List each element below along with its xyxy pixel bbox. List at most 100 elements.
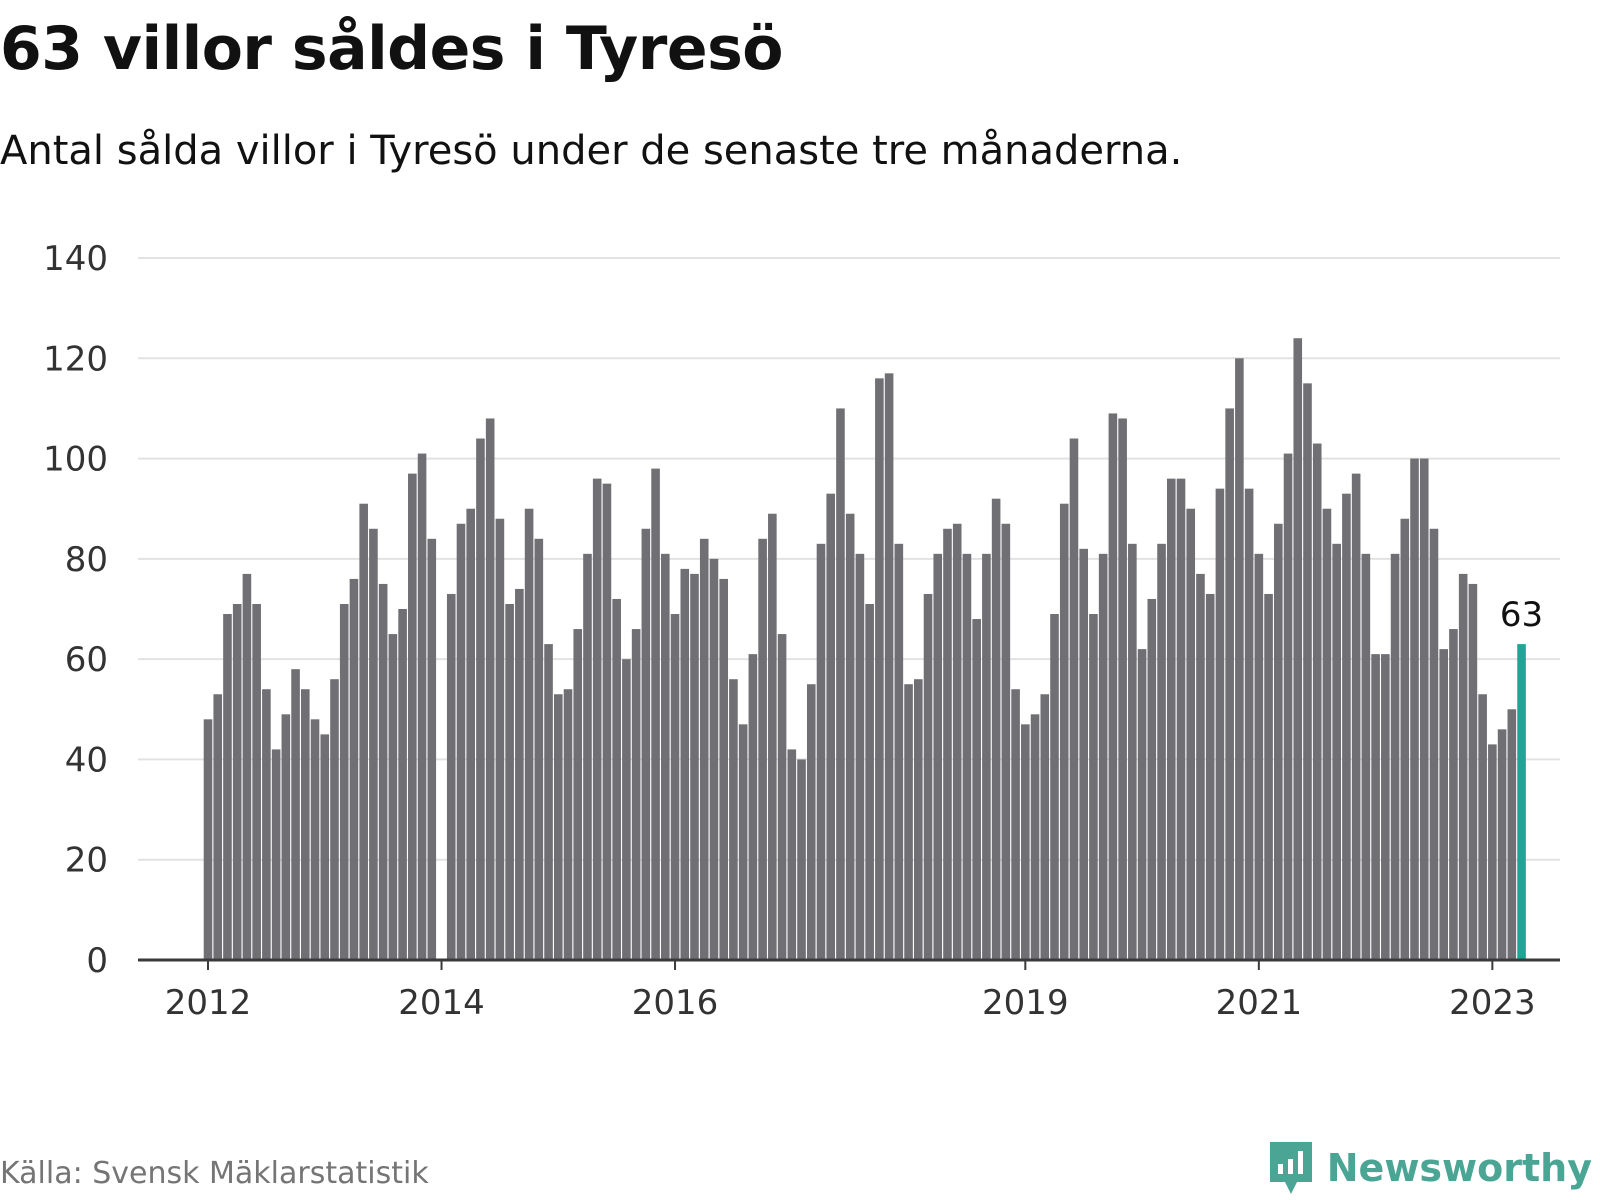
bar[interactable] <box>904 684 913 960</box>
bar[interactable] <box>972 619 981 960</box>
bar[interactable] <box>1128 543 1137 960</box>
bar[interactable] <box>1001 523 1011 960</box>
bar[interactable] <box>933 553 943 960</box>
bar[interactable] <box>1342 493 1351 960</box>
bar[interactable] <box>408 473 417 960</box>
bar[interactable] <box>515 588 524 960</box>
bar[interactable] <box>1439 649 1449 960</box>
bar[interactable] <box>641 528 651 960</box>
bar[interactable] <box>583 553 592 960</box>
bar[interactable] <box>787 749 797 960</box>
bar[interactable] <box>388 634 398 960</box>
bar[interactable] <box>1040 694 1050 960</box>
bar[interactable] <box>1507 709 1517 960</box>
bar[interactable] <box>670 614 680 960</box>
bar[interactable] <box>1030 714 1040 960</box>
bar[interactable] <box>271 749 281 960</box>
bar[interactable] <box>1497 729 1507 960</box>
bar[interactable] <box>544 644 553 960</box>
bar[interactable] <box>1488 744 1497 960</box>
bar[interactable] <box>1419 458 1429 960</box>
bar[interactable] <box>875 378 884 961</box>
bar[interactable] <box>1166 478 1176 960</box>
bar[interactable] <box>1274 523 1283 960</box>
bar[interactable] <box>1089 614 1098 960</box>
bar[interactable] <box>1205 593 1215 960</box>
bar[interactable] <box>952 523 962 960</box>
bar[interactable] <box>1225 408 1234 960</box>
bar[interactable] <box>1293 338 1303 961</box>
bar[interactable] <box>748 654 758 960</box>
bar[interactable] <box>1429 528 1439 960</box>
bar[interactable] <box>1244 488 1254 960</box>
bar[interactable] <box>1254 553 1264 960</box>
bar[interactable] <box>505 603 514 960</box>
bar[interactable] <box>1137 649 1147 960</box>
bar[interactable] <box>232 603 242 960</box>
bar[interactable] <box>1118 418 1127 961</box>
bar[interactable] <box>1069 438 1079 960</box>
bar[interactable] <box>845 513 855 960</box>
bar[interactable] <box>768 513 777 960</box>
bar[interactable] <box>836 408 845 960</box>
bar[interactable] <box>943 528 952 960</box>
bar[interactable] <box>320 734 330 960</box>
bar[interactable] <box>826 493 836 960</box>
bar[interactable] <box>1381 654 1390 960</box>
bar[interactable] <box>1021 724 1030 960</box>
bar[interactable] <box>281 714 291 960</box>
bar[interactable] <box>476 438 485 960</box>
bar[interactable] <box>738 724 748 960</box>
bar[interactable] <box>1186 508 1196 960</box>
brand[interactable]: Newsworthy <box>1267 1140 1592 1196</box>
bar[interactable] <box>797 759 806 960</box>
bar[interactable] <box>816 543 826 960</box>
bar[interactable] <box>1449 629 1458 960</box>
bar[interactable] <box>1098 553 1108 960</box>
bar[interactable] <box>301 689 310 960</box>
bar[interactable] <box>1147 598 1157 960</box>
bar[interactable] <box>758 538 767 960</box>
bar[interactable] <box>553 694 563 960</box>
bar[interactable] <box>1215 488 1225 960</box>
bar[interactable] <box>330 679 339 960</box>
bar[interactable] <box>252 603 261 960</box>
bar[interactable] <box>592 478 602 960</box>
bar[interactable] <box>427 538 437 960</box>
bar[interactable] <box>485 418 495 961</box>
bar[interactable] <box>446 593 456 960</box>
bar[interactable] <box>699 538 709 960</box>
bar[interactable] <box>894 543 904 960</box>
bar[interactable] <box>213 694 223 960</box>
bar[interactable] <box>729 679 738 960</box>
bar[interactable] <box>1059 503 1069 960</box>
bar[interactable] <box>203 719 213 960</box>
bar[interactable] <box>1079 548 1088 960</box>
bar[interactable] <box>1176 478 1186 960</box>
bar[interactable] <box>777 634 787 960</box>
bar[interactable] <box>1011 689 1020 960</box>
bar[interactable] <box>1400 518 1410 960</box>
bar[interactable] <box>1332 543 1341 960</box>
bar[interactable] <box>719 578 728 960</box>
bar[interactable] <box>1458 573 1468 960</box>
bar[interactable] <box>913 679 923 960</box>
bar[interactable] <box>378 583 388 960</box>
bar[interactable] <box>991 498 1001 960</box>
bar[interactable] <box>1157 543 1166 960</box>
bar[interactable] <box>339 603 349 960</box>
bar[interactable] <box>962 553 972 960</box>
bar[interactable] <box>1196 573 1205 960</box>
bar[interactable] <box>1050 614 1059 960</box>
bar[interactable] <box>602 483 612 960</box>
bar[interactable] <box>865 603 874 960</box>
bar[interactable] <box>563 689 573 960</box>
bar[interactable] <box>1322 508 1332 960</box>
bar[interactable] <box>690 573 699 960</box>
bar[interactable] <box>1351 473 1361 960</box>
bar[interactable] <box>1361 553 1371 960</box>
bar[interactable] <box>631 629 641 960</box>
bar[interactable] <box>1108 413 1118 960</box>
bar[interactable] <box>1283 453 1293 960</box>
bar-highlighted[interactable] <box>1517 644 1526 960</box>
